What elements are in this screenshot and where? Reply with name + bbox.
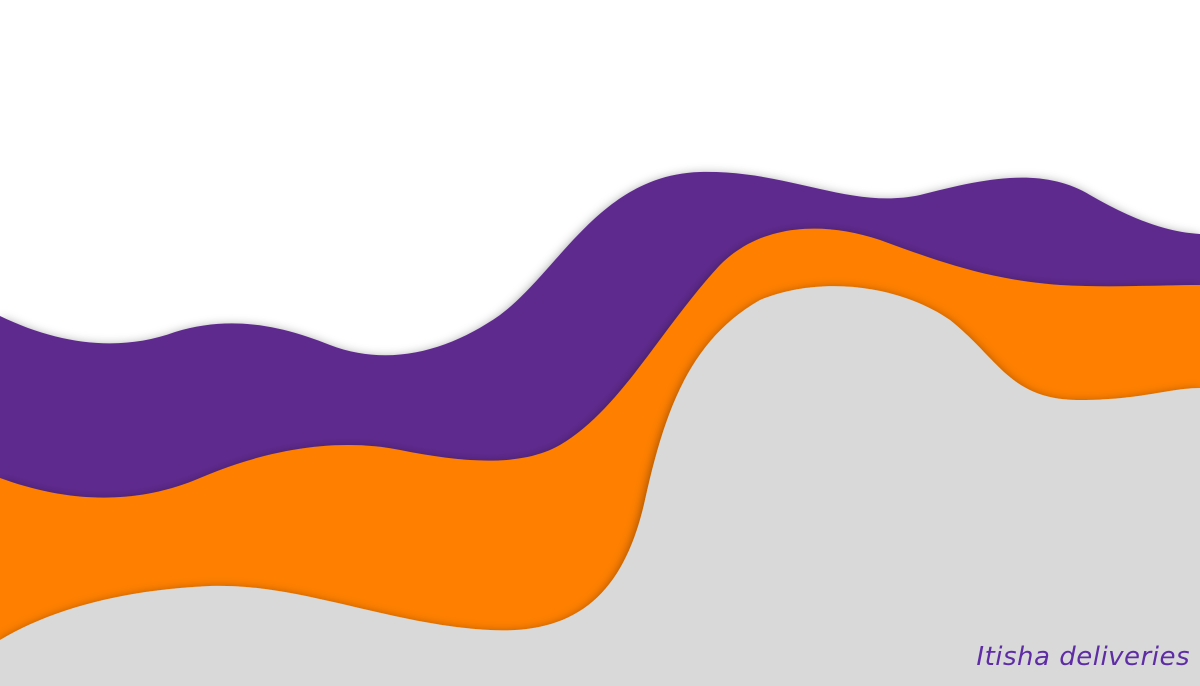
brand-name: Itisha deliveries [976,642,1190,672]
gray-wave [0,286,1200,686]
